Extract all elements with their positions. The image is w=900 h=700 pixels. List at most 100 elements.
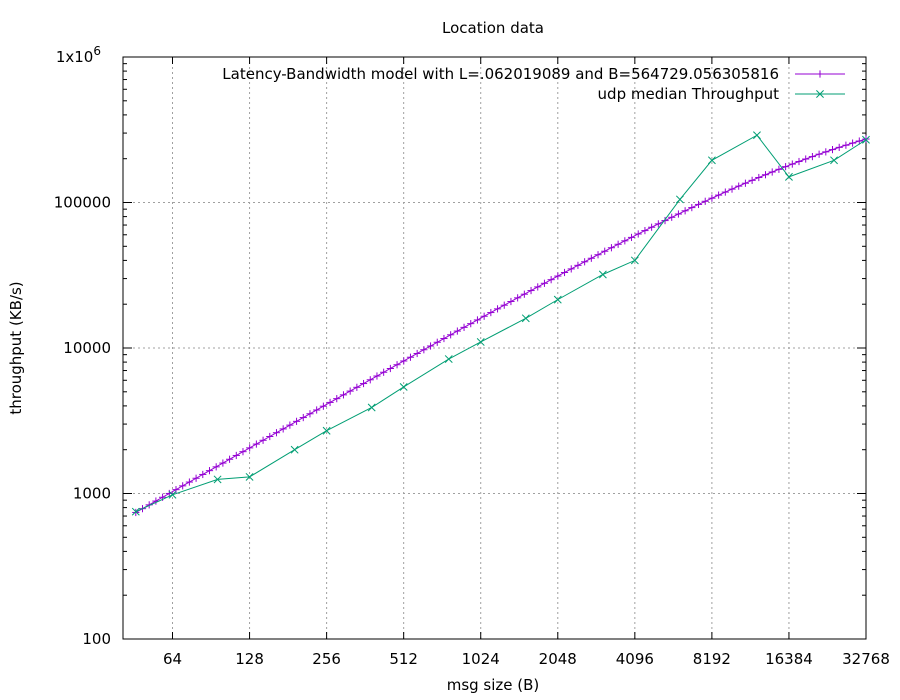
data-point bbox=[246, 444, 254, 452]
legend-label-0: Latency-Bandwidth model with L=.06201908… bbox=[222, 65, 779, 83]
data-point bbox=[681, 207, 689, 215]
data-point bbox=[675, 195, 684, 204]
data-point bbox=[627, 233, 636, 241]
data-point bbox=[353, 383, 361, 391]
data-point bbox=[400, 357, 408, 365]
legend-marker-1 bbox=[816, 90, 824, 98]
data-point bbox=[788, 160, 796, 168]
x-tick-label: 32768 bbox=[842, 650, 890, 668]
data-point bbox=[168, 490, 177, 499]
data-point bbox=[547, 276, 555, 284]
data-point bbox=[420, 346, 428, 354]
data-point bbox=[306, 410, 314, 418]
data-point bbox=[802, 155, 810, 163]
data-point bbox=[654, 220, 662, 228]
data-point bbox=[393, 361, 401, 369]
x-tick-label: 4096 bbox=[616, 650, 654, 668]
data-point bbox=[322, 426, 331, 435]
x-axis: 64 128 256 512 1024 2048 4096 8192 16384 32768 bbox=[163, 57, 890, 668]
data-point bbox=[426, 342, 435, 350]
y-tick-label-base: 100 bbox=[82, 630, 111, 648]
data-point bbox=[225, 455, 234, 463]
x-tick-label: 256 bbox=[312, 650, 341, 668]
data-point bbox=[554, 272, 562, 280]
data-point bbox=[849, 139, 857, 147]
data-point bbox=[366, 376, 374, 384]
data-point bbox=[694, 200, 703, 209]
data-point bbox=[674, 210, 683, 218]
data-point bbox=[808, 152, 817, 161]
data-point bbox=[406, 353, 415, 361]
data-point bbox=[399, 382, 408, 391]
data-point bbox=[668, 213, 676, 221]
data-point bbox=[581, 258, 589, 266]
data-point bbox=[292, 417, 301, 425]
data-point bbox=[601, 247, 609, 255]
data-point bbox=[587, 254, 595, 262]
legend: Latency-Bandwidth model with L=.06201908… bbox=[222, 65, 845, 103]
data-point bbox=[480, 312, 488, 320]
data-point bbox=[219, 459, 227, 467]
data-point bbox=[630, 256, 639, 265]
data-point bbox=[373, 372, 381, 380]
data-point bbox=[259, 436, 267, 444]
data-point bbox=[467, 320, 475, 328]
data-point bbox=[213, 475, 222, 484]
data-point bbox=[487, 308, 495, 317]
data-point bbox=[835, 143, 843, 151]
data-point bbox=[212, 463, 220, 471]
data-point bbox=[855, 137, 863, 145]
series-layer bbox=[131, 131, 870, 517]
data-point bbox=[266, 432, 274, 441]
data-point bbox=[339, 391, 348, 399]
data-point bbox=[761, 171, 770, 179]
data-point bbox=[444, 355, 453, 363]
data-point bbox=[648, 223, 656, 231]
x-tick-label: 2048 bbox=[539, 650, 577, 668]
data-point bbox=[333, 395, 341, 403]
data-point bbox=[594, 251, 602, 259]
data-point bbox=[290, 445, 299, 454]
data-point bbox=[179, 482, 187, 490]
data-point bbox=[641, 226, 649, 235]
data-point bbox=[553, 295, 562, 304]
data-point bbox=[346, 387, 354, 395]
y-tick-label-base: 1000 bbox=[73, 485, 111, 503]
data-point bbox=[708, 194, 716, 202]
data-point bbox=[741, 179, 750, 187]
data-point bbox=[172, 486, 180, 494]
data-point bbox=[828, 145, 837, 154]
data-point bbox=[721, 188, 729, 196]
data-point bbox=[688, 203, 696, 212]
data-point bbox=[842, 141, 850, 149]
data-point bbox=[527, 286, 535, 295]
x-axis-label: msg size (B) bbox=[447, 676, 540, 694]
data-point bbox=[514, 294, 522, 302]
data-point bbox=[782, 163, 790, 171]
data-point bbox=[507, 297, 515, 306]
data-point bbox=[753, 131, 761, 140]
series-line-0 bbox=[135, 138, 867, 513]
x-tick-label: 8192 bbox=[693, 650, 731, 668]
y-tick-label: 1000 bbox=[73, 485, 111, 503]
data-point bbox=[185, 478, 193, 486]
data-point bbox=[795, 157, 803, 166]
data-point bbox=[775, 165, 783, 173]
data-point bbox=[755, 173, 763, 182]
data-point bbox=[132, 508, 140, 517]
data-point bbox=[272, 429, 281, 437]
data-point bbox=[621, 237, 629, 245]
y-tick-label: 100 bbox=[82, 630, 111, 648]
data-point bbox=[520, 290, 528, 298]
data-point bbox=[784, 172, 793, 181]
y-tick-label-base: 100000 bbox=[54, 194, 111, 212]
y-tick-label-exponent: 6 bbox=[93, 44, 101, 58]
data-point bbox=[386, 364, 394, 373]
data-point bbox=[205, 467, 214, 475]
y-tick-label-base: 1x10 bbox=[56, 48, 94, 66]
data-point bbox=[380, 368, 388, 376]
data-point bbox=[701, 197, 709, 205]
data-point bbox=[473, 316, 482, 324]
data-point bbox=[614, 240, 622, 248]
